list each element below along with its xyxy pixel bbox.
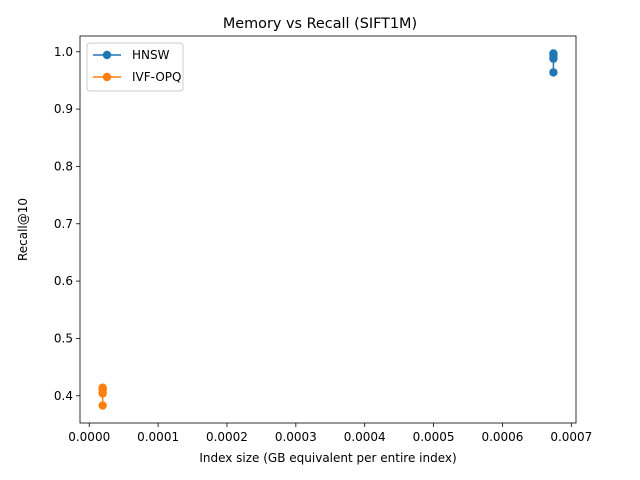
x-tick-label: 0.0004 (344, 430, 386, 444)
chart-title: Memory vs Recall (SIFT1M) (223, 16, 417, 32)
plot-area (98, 49, 558, 410)
x-tick-label: 0.0002 (206, 430, 248, 444)
legend-marker (102, 72, 112, 82)
legend-marker (102, 50, 112, 60)
y-tick-label: 1.0 (54, 45, 73, 59)
legend-label: HNSW (132, 48, 170, 62)
data-point (98, 383, 107, 392)
y-tick-label: 0.9 (54, 102, 73, 116)
x-axis-ticks: 0.0000 0.0001 0.0002 0.0003 0.0004 0.0005 0.00… (68, 423, 592, 444)
data-point (549, 49, 558, 58)
y-tick-label: 0.6 (54, 274, 73, 288)
x-tick-label: 0.0001 (137, 430, 179, 444)
x-tick-label: 0.0007 (550, 430, 592, 444)
series-ivf-opq (98, 383, 107, 410)
legend: HNSW IVF-OPQ (86, 42, 184, 92)
legend-item: HNSW (93, 48, 170, 62)
legend-item: IVF-OPQ (93, 70, 181, 84)
legend-label: IVF-OPQ (132, 70, 181, 84)
axes-frame (79, 35, 577, 424)
x-tick-label: 0.0003 (275, 430, 317, 444)
y-axis-ticks: 0.4 0.5 0.6 0.7 0.8 0.9 1.0 (54, 45, 80, 403)
y-tick-label: 0.7 (54, 217, 73, 231)
series-hnsw (549, 49, 558, 77)
data-point (98, 401, 107, 410)
x-tick-label: 0.0005 (413, 430, 455, 444)
x-tick-label: 0.0006 (481, 430, 523, 444)
x-tick-label: 0.0000 (68, 430, 110, 444)
y-axis-label: Recall@10 (16, 198, 30, 261)
data-point (549, 68, 558, 77)
y-tick-label: 0.5 (54, 331, 73, 345)
x-axis-label: Index size (GB equivalent per entire ind… (199, 451, 456, 465)
y-tick-label: 0.8 (54, 159, 73, 173)
y-tick-label: 0.4 (54, 389, 73, 403)
